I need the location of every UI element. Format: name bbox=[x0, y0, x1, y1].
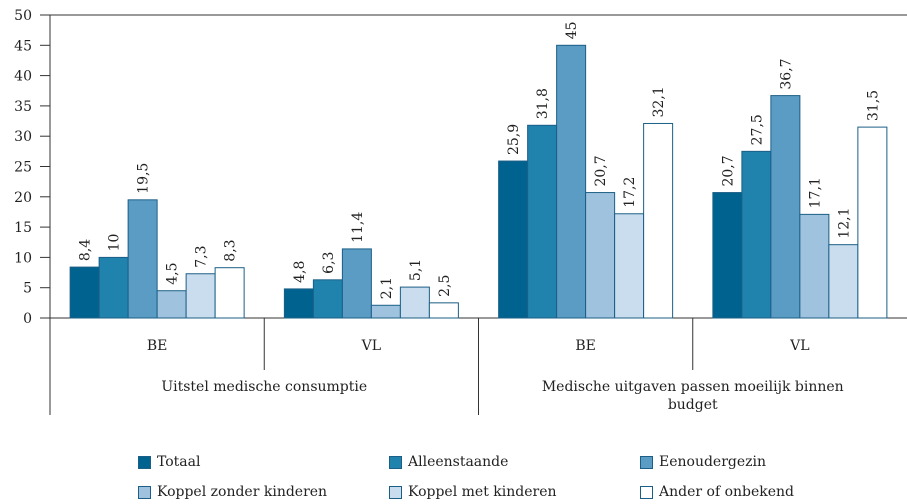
y-tick-label: 0 bbox=[23, 311, 32, 327]
y-tick-label: 35 bbox=[14, 99, 32, 115]
bar bbox=[799, 213, 830, 319]
x-tick-label: BE bbox=[575, 338, 596, 354]
bar bbox=[498, 160, 529, 319]
bar bbox=[399, 286, 430, 319]
legend-label: Totaal bbox=[157, 454, 201, 470]
bar bbox=[527, 124, 558, 319]
legend-label: Alleenstaande bbox=[408, 454, 509, 470]
legend-swatch bbox=[138, 485, 151, 499]
bar bbox=[643, 122, 674, 319]
bar bbox=[712, 192, 743, 319]
legend-label: Ander of onbekend bbox=[659, 484, 795, 500]
y-tick-label: 30 bbox=[14, 129, 32, 145]
value-label: 4,8 bbox=[292, 261, 308, 283]
bar bbox=[428, 302, 459, 319]
y-tick-label: 25 bbox=[14, 160, 32, 176]
value-label: 10 bbox=[107, 234, 123, 252]
x-tick-label: BE bbox=[147, 338, 168, 354]
y-tick-label: 5 bbox=[23, 281, 32, 297]
legend-item: Totaal bbox=[138, 454, 200, 470]
y-tick-label: 10 bbox=[14, 250, 32, 266]
value-label: 45 bbox=[564, 21, 580, 39]
value-label: 2,1 bbox=[379, 277, 395, 299]
value-label: 27,5 bbox=[749, 114, 765, 145]
value-label: 6,3 bbox=[321, 252, 337, 274]
value-label: 12,1 bbox=[836, 208, 852, 239]
bar bbox=[69, 266, 100, 319]
legend-item: Koppel met kinderen bbox=[389, 484, 557, 500]
bar bbox=[214, 267, 245, 319]
value-label: 4,5 bbox=[165, 262, 181, 284]
group-label: Uitstel medische consumptie bbox=[161, 379, 368, 395]
legend-swatch bbox=[389, 485, 402, 499]
value-label: 19,5 bbox=[136, 163, 152, 194]
value-label: 8,3 bbox=[223, 239, 239, 261]
value-label: 20,7 bbox=[720, 155, 736, 186]
bar bbox=[156, 290, 187, 319]
value-label: 11,4 bbox=[350, 212, 366, 243]
legend-swatch bbox=[640, 485, 653, 499]
legend-item: Koppel zonder kinderen bbox=[138, 484, 327, 500]
bar bbox=[828, 244, 859, 319]
value-label: 32,1 bbox=[651, 86, 667, 117]
y-tick-label: 50 bbox=[14, 8, 32, 24]
value-label: 5,1 bbox=[408, 259, 424, 281]
legend-swatch bbox=[640, 455, 653, 469]
value-label: 20,7 bbox=[593, 155, 609, 186]
legend-item: Alleenstaande bbox=[389, 454, 508, 470]
y-tick-label: 15 bbox=[14, 220, 32, 236]
bar bbox=[741, 150, 772, 319]
legend-item: Ander of onbekend bbox=[640, 484, 794, 500]
legend-label: Koppel zonder kinderen bbox=[157, 484, 328, 500]
bar bbox=[370, 304, 401, 319]
group-label: Medische uitgaven passen moeilijk binnen… bbox=[541, 379, 844, 413]
bar bbox=[556, 44, 587, 319]
legend-swatch bbox=[138, 455, 151, 469]
x-tick-label: VL bbox=[361, 338, 381, 354]
bar bbox=[185, 273, 216, 319]
legend-item: Eenoudergezin bbox=[640, 454, 766, 470]
x-tick-label: VL bbox=[789, 338, 809, 354]
bar bbox=[614, 213, 645, 319]
value-label: 8,4 bbox=[78, 239, 94, 261]
bar bbox=[283, 288, 314, 319]
y-tick-label: 20 bbox=[14, 190, 32, 206]
value-label: 17,1 bbox=[807, 177, 823, 208]
bar bbox=[98, 256, 129, 319]
value-label: 36,7 bbox=[778, 58, 794, 89]
legend-label: Koppel met kinderen bbox=[408, 484, 557, 500]
bar bbox=[585, 192, 616, 319]
value-label: 17,2 bbox=[622, 177, 638, 208]
bar bbox=[341, 248, 372, 319]
y-tick-label: 45 bbox=[14, 38, 32, 54]
legend-swatch bbox=[389, 455, 402, 469]
value-label: 31,8 bbox=[535, 88, 551, 119]
value-label: 2,5 bbox=[437, 275, 453, 297]
value-label: 7,3 bbox=[194, 245, 210, 267]
bar bbox=[857, 126, 888, 319]
value-label: 31,5 bbox=[865, 90, 881, 121]
legend-label: Eenoudergezin bbox=[659, 454, 767, 470]
value-label: 25,9 bbox=[506, 124, 522, 155]
bar bbox=[312, 279, 343, 319]
bar bbox=[127, 199, 158, 319]
bar bbox=[770, 95, 801, 319]
y-tick-label: 40 bbox=[14, 69, 32, 85]
